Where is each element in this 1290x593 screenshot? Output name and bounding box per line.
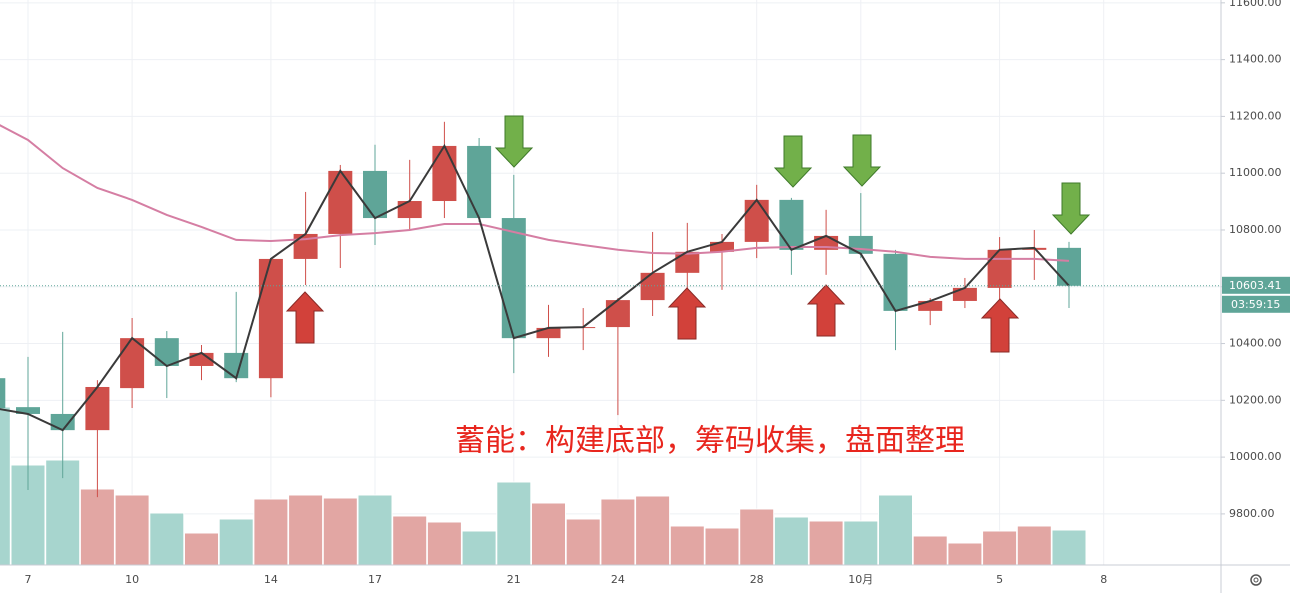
down-arrow <box>494 115 1091 235</box>
volume-bar <box>704 527 740 566</box>
volume-bar <box>635 495 671 566</box>
x-tick-label: 21 <box>507 573 521 586</box>
candle-body <box>258 258 283 379</box>
candle-body <box>16 407 40 414</box>
volume-bar <box>912 535 948 566</box>
volume-bar <box>357 494 393 566</box>
candle-body <box>432 145 457 202</box>
volume-bar <box>531 502 566 566</box>
volume-bar <box>461 530 497 566</box>
volume-bar <box>947 542 983 566</box>
x-tick-label: 8 <box>1100 573 1107 586</box>
volume-bar <box>392 515 428 566</box>
y-tick-label: 11400.00 <box>1229 53 1282 66</box>
candle-body <box>1057 247 1081 286</box>
candle-body <box>154 338 179 366</box>
candle-body <box>397 201 422 219</box>
y-tick-label: 9800.00 <box>1229 507 1275 520</box>
candle-body <box>328 170 353 234</box>
y-tick-label: 10200.00 <box>1229 393 1282 406</box>
y-tick-label: 11600.00 <box>1229 0 1282 9</box>
close-line <box>0 143 1070 432</box>
x-tick-label: 28 <box>750 573 764 586</box>
candle-body <box>918 300 943 311</box>
y-tick-label: 10400.00 <box>1229 337 1282 350</box>
price-label-box <box>1222 276 1290 294</box>
x-tick-label: 5 <box>996 573 1003 586</box>
x-tick-label: 10 <box>125 573 139 586</box>
x-tick-label: 7 <box>25 573 32 586</box>
candle-body <box>605 300 630 328</box>
candle-body <box>640 272 665 301</box>
volume-bar <box>808 520 844 566</box>
candle-body <box>120 338 145 389</box>
candle-body <box>85 386 110 431</box>
candle-body <box>467 145 492 219</box>
volume-bar <box>1051 529 1087 566</box>
volume-bar <box>0 406 11 566</box>
candle-body <box>50 413 75 431</box>
y-tick-label: 11000.00 <box>1229 166 1282 179</box>
up-arrow <box>285 284 1020 353</box>
countdown: 03:59:15 <box>1231 298 1280 311</box>
volume-bar <box>149 512 185 566</box>
x-tick-label: 17 <box>368 573 382 586</box>
arrows <box>285 115 1091 353</box>
volume-bar <box>982 530 1018 566</box>
y-tick-label: 11200.00 <box>1229 109 1282 122</box>
candle-body <box>501 218 526 339</box>
volume-bar <box>773 516 809 566</box>
candle-body <box>675 251 700 273</box>
volume-bar <box>496 481 532 566</box>
candle-body <box>883 253 908 311</box>
volume-bar <box>79 488 115 566</box>
volume-bar <box>739 508 775 566</box>
settings-icon[interactable] <box>1250 574 1262 586</box>
volume-bar <box>843 520 879 566</box>
candle-body <box>848 235 873 254</box>
candle-body <box>710 241 734 252</box>
candle-body <box>0 378 6 408</box>
volume-bar <box>878 494 913 566</box>
candle-body <box>987 249 1012 288</box>
volume-bar <box>565 518 601 566</box>
candle-body <box>779 199 804 250</box>
countdown-box <box>1222 295 1290 313</box>
candle-body <box>536 327 561 339</box>
volume-bar <box>253 498 289 566</box>
annotation: 蓄能：构建底部，筹码收集，盘面整理 <box>455 424 965 459</box>
price-label: 10603.41 <box>1229 279 1282 292</box>
volume-bar <box>600 498 636 566</box>
moving-average <box>0 124 1070 262</box>
y-tick-label: 10000.00 <box>1229 450 1282 463</box>
x-tick-label: 24 <box>611 573 625 586</box>
candle-body <box>363 170 387 219</box>
volume-bar <box>1016 525 1052 566</box>
volume-bar <box>426 521 462 566</box>
candle-body <box>952 287 977 301</box>
volume-bar <box>322 497 358 566</box>
volume-bar <box>218 518 254 566</box>
x-tick-label: 14 <box>264 573 278 586</box>
x-tick-label: 10月 <box>848 573 873 586</box>
volume-bar <box>288 494 324 566</box>
candle-body <box>224 352 249 379</box>
candle-body <box>744 199 769 242</box>
volume-bar <box>114 494 150 566</box>
volume-bar <box>669 525 705 566</box>
y-tick-label: 10800.00 <box>1229 223 1282 236</box>
volume-bar <box>184 532 219 566</box>
